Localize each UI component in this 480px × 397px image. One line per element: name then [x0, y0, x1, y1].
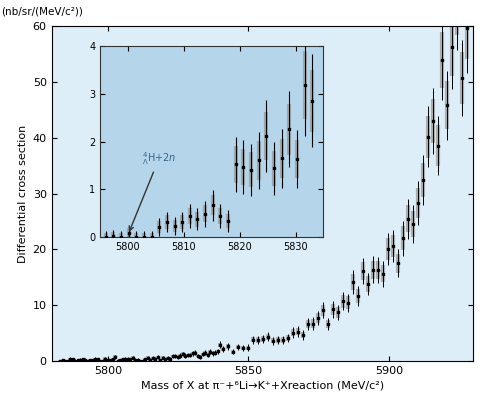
Text: (nb/sr/(MeV/c²)): (nb/sr/(MeV/c²))	[1, 6, 83, 16]
Y-axis label: Differential cross section: Differential cross section	[18, 124, 28, 263]
X-axis label: Mass of X at π⁻+⁶Li→K⁺+Xreaction (MeV/c²): Mass of X at π⁻+⁶Li→K⁺+Xreaction (MeV/c²…	[141, 380, 384, 390]
